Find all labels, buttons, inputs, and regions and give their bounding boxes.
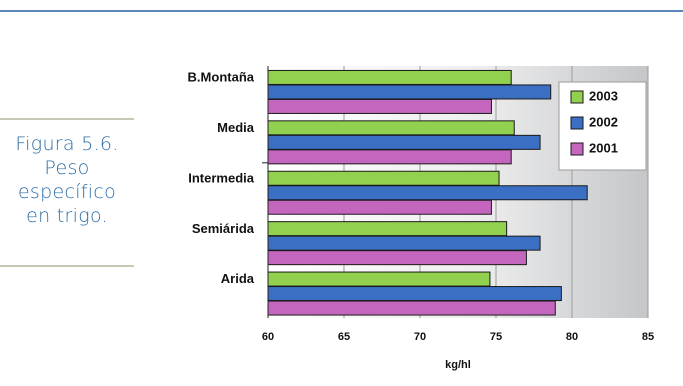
caption-top-rule — [0, 118, 134, 120]
bar-2003 — [267, 271, 491, 287]
x-tick-label: 75 — [490, 331, 502, 343]
x-tick-label: 70 — [414, 331, 426, 343]
bar-2003 — [267, 120, 515, 136]
x-tick-label: 80 — [566, 331, 578, 343]
legend-label-2001: 2001 — [589, 140, 618, 155]
x-tick-label: 65 — [338, 331, 350, 343]
category-label: Intermedia — [188, 170, 255, 185]
x-tick-label: 85 — [642, 331, 654, 343]
x-axis-title: kg/hl — [445, 359, 471, 371]
legend-label-2003: 2003 — [589, 88, 618, 103]
bar-2003 — [267, 170, 500, 186]
bar-2003 — [267, 221, 508, 237]
x-tick-label: 60 — [262, 331, 274, 343]
bar-2002 — [267, 235, 541, 251]
caption-line: en trigo. — [26, 205, 108, 227]
bar-2001 — [267, 199, 492, 215]
bar-2002 — [267, 134, 541, 150]
caption-line: Peso — [44, 157, 90, 179]
category-label: Arida — [221, 271, 255, 286]
bar-2003 — [267, 69, 512, 85]
category-label: B.Montaña — [188, 70, 255, 85]
bar-2001 — [267, 149, 512, 165]
caption-line: Figura 5.6. — [15, 133, 119, 155]
category-label: Media — [217, 120, 255, 135]
figure-caption: Figura 5.6. Peso específico en trigo. — [0, 118, 134, 267]
legend-swatch-2002 — [570, 116, 584, 130]
legend-swatch-2001 — [570, 142, 584, 156]
bar-2001 — [267, 98, 492, 114]
caption-bottom-rule — [0, 265, 134, 267]
caption-text: Figura 5.6. Peso específico en trigo. — [0, 132, 134, 228]
bar-2002 — [267, 185, 588, 201]
bar-2002 — [267, 84, 552, 100]
legend-swatch-2003 — [570, 90, 584, 104]
bar-2002 — [267, 286, 562, 302]
category-label: Semiárida — [192, 221, 255, 236]
top-rule — [0, 10, 683, 12]
bar-2001 — [267, 300, 556, 316]
legend-label-2002: 2002 — [589, 114, 618, 129]
caption-line: específico — [17, 181, 117, 203]
bar-2001 — [267, 250, 527, 266]
